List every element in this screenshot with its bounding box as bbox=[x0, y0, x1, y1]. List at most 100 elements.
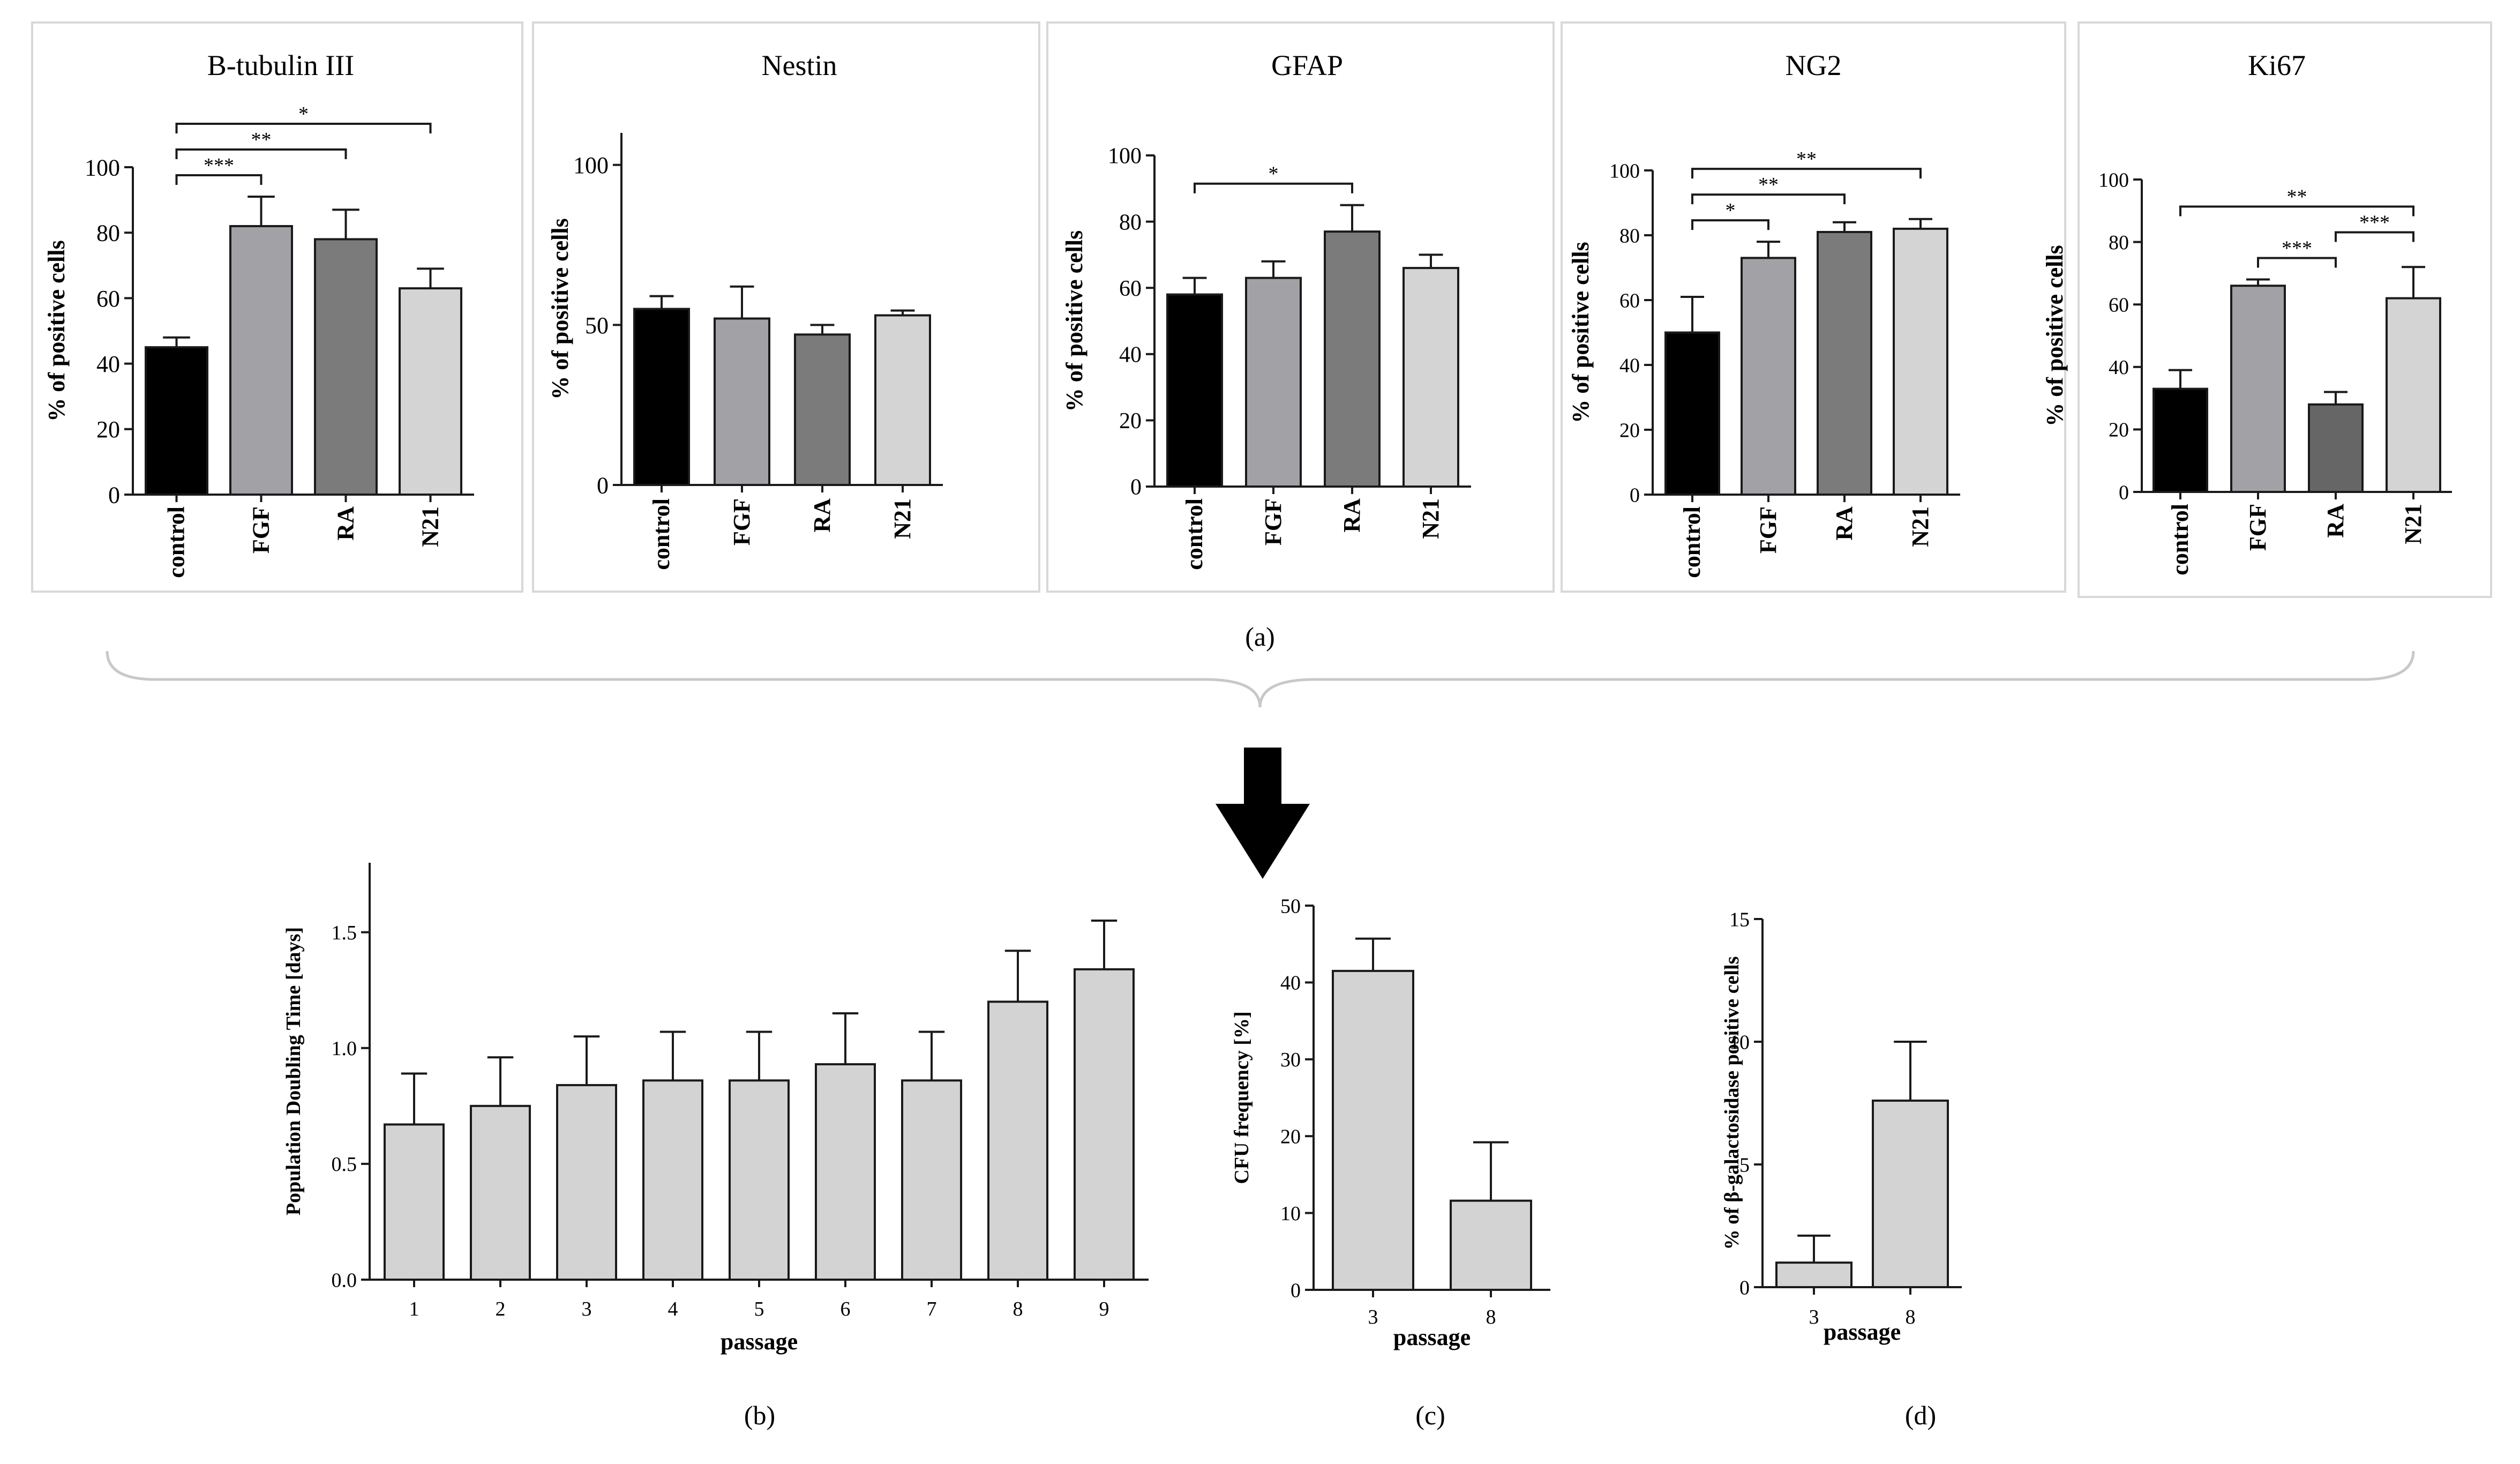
x-tick-label: control bbox=[1181, 498, 1208, 570]
x-axis-label: passage bbox=[721, 1328, 798, 1355]
y-tick-label: 20 bbox=[1619, 419, 1640, 442]
x-axis-label: passage bbox=[1824, 1319, 1901, 1345]
significance-label: ** bbox=[1758, 174, 1779, 196]
x-tick-label: 1 bbox=[409, 1298, 419, 1320]
y-tick-label: 0 bbox=[1739, 1276, 1750, 1299]
panel-frame-ng2 bbox=[1561, 21, 2066, 593]
bar-RA bbox=[794, 333, 851, 486]
significance-bracket bbox=[2335, 231, 2414, 242]
y-tick-label: 100 bbox=[573, 152, 609, 178]
significance-label: ** bbox=[2287, 186, 2307, 208]
significance-bracket bbox=[1194, 182, 1353, 193]
significance-bracket bbox=[2179, 205, 2414, 216]
bar-control bbox=[1166, 293, 1223, 488]
x-tick-label: 8 bbox=[1013, 1298, 1023, 1320]
y-tick-label: 40 bbox=[1619, 354, 1640, 377]
y-tick-label: 30 bbox=[1280, 1049, 1301, 1071]
y-axis-label: CFU frequency [%] bbox=[1231, 1011, 1253, 1184]
y-tick-label: 40 bbox=[1119, 343, 1142, 368]
bar-9 bbox=[1074, 968, 1135, 1281]
y-tick-label: 50 bbox=[1280, 895, 1301, 917]
y-tick-label: 20 bbox=[1119, 409, 1142, 434]
y-tick-label: 100 bbox=[85, 154, 120, 181]
y-tick-label: 5 bbox=[1739, 1154, 1750, 1176]
panel-frame-btub bbox=[31, 21, 523, 593]
x-tick-label: 5 bbox=[754, 1298, 764, 1320]
bar-RA bbox=[1324, 230, 1381, 488]
significance-label: *** bbox=[204, 154, 234, 177]
x-tick-label: FGF bbox=[729, 498, 755, 546]
bar-FGF bbox=[714, 317, 770, 486]
bar-control bbox=[633, 308, 690, 486]
bar-RA bbox=[2308, 403, 2364, 494]
bar-control bbox=[145, 346, 208, 496]
x-axis-label: passage bbox=[1393, 1324, 1471, 1350]
y-tick-label: 0.5 bbox=[332, 1153, 357, 1176]
chart-ng2: 0 20 40 60 80 100 % of positive cells NG2 contro… bbox=[1568, 49, 1960, 578]
chart-title: Nestin bbox=[762, 49, 837, 81]
y-tick-label: 100 bbox=[1609, 160, 1640, 182]
x-tick-label: FGF bbox=[1260, 498, 1286, 546]
x-tick-label: FGF bbox=[2245, 504, 2271, 551]
bar-5 bbox=[729, 1079, 790, 1281]
bar-1 bbox=[384, 1123, 445, 1281]
x-tick-label: RA bbox=[1339, 498, 1365, 533]
x-tick-label: control bbox=[2167, 504, 2193, 576]
bar-3 bbox=[1332, 969, 1414, 1291]
y-tick-label: 1.5 bbox=[332, 922, 357, 944]
y-tick-label: 60 bbox=[96, 286, 120, 312]
y-tick-label: 40 bbox=[96, 351, 120, 377]
bar-8 bbox=[1872, 1099, 1949, 1288]
bar-N21 bbox=[874, 314, 931, 486]
bar-N21 bbox=[2386, 297, 2441, 493]
y-tick-label: 0.0 bbox=[332, 1269, 357, 1291]
y-tick-label: 0 bbox=[1130, 475, 1142, 500]
panel-frame-ki67 bbox=[2078, 21, 2492, 598]
y-tick-label: 0 bbox=[597, 472, 609, 498]
chart-title: Ki67 bbox=[2248, 49, 2306, 81]
y-tick-label: 0 bbox=[1630, 484, 1640, 506]
y-tick-label: 10 bbox=[1280, 1202, 1301, 1225]
x-tick-label: 7 bbox=[927, 1298, 937, 1320]
significance-label: ** bbox=[251, 129, 272, 151]
bar-N21 bbox=[399, 287, 462, 496]
x-tick-label: control bbox=[1679, 506, 1705, 578]
label-d: (d) bbox=[1905, 1400, 1936, 1430]
significance-label: * bbox=[1726, 199, 1736, 222]
y-tick-label: 80 bbox=[1619, 225, 1640, 247]
x-tick-label: RA bbox=[333, 506, 359, 541]
bar-6 bbox=[815, 1063, 876, 1281]
x-tick-label: FGF bbox=[1755, 506, 1781, 554]
y-tick-label: 80 bbox=[1119, 210, 1142, 235]
significance-bracket bbox=[175, 148, 347, 159]
label-a: (a) bbox=[1245, 622, 1275, 652]
x-tick-label: 8 bbox=[1486, 1306, 1496, 1328]
x-tick-label: control bbox=[648, 498, 674, 570]
y-tick-label: 80 bbox=[2109, 231, 2129, 254]
y-tick-label: 15 bbox=[1729, 908, 1750, 931]
bar-N21 bbox=[1402, 267, 1459, 488]
label-c: (c) bbox=[1415, 1400, 1445, 1430]
y-tick-label: 50 bbox=[585, 312, 609, 339]
bar-7 bbox=[901, 1079, 962, 1281]
x-tick-label: 2 bbox=[496, 1298, 506, 1320]
y-axis-label: % of positive cells bbox=[1061, 230, 1088, 412]
y-tick-label: 60 bbox=[1619, 289, 1640, 312]
significance-bracket bbox=[175, 122, 432, 133]
y-axis-label: % of positive cells bbox=[547, 218, 573, 400]
chart-nestin: 0 50 100 % of positive cells Nestin control FG… bbox=[547, 49, 943, 570]
significance-label: ** bbox=[1796, 148, 1817, 170]
bar-N21 bbox=[1893, 227, 1948, 496]
y-axis-label: % of positive cells bbox=[43, 240, 70, 422]
y-tick-label: 0 bbox=[108, 482, 120, 508]
y-tick-label: 20 bbox=[1280, 1126, 1301, 1148]
y-tick-label: 40 bbox=[1280, 972, 1301, 995]
bar-RA bbox=[1817, 230, 1872, 496]
y-tick-label: 60 bbox=[2109, 294, 2129, 317]
panel-frame-gfap bbox=[1046, 21, 1555, 593]
bar-RA bbox=[314, 238, 378, 496]
bar-control bbox=[1664, 331, 1720, 496]
y-tick-label: 60 bbox=[1119, 277, 1142, 301]
chart-cfu: 0 10 20 30 40 50 CFU frequency [%] 3 8 passage bbox=[1231, 895, 1550, 1350]
